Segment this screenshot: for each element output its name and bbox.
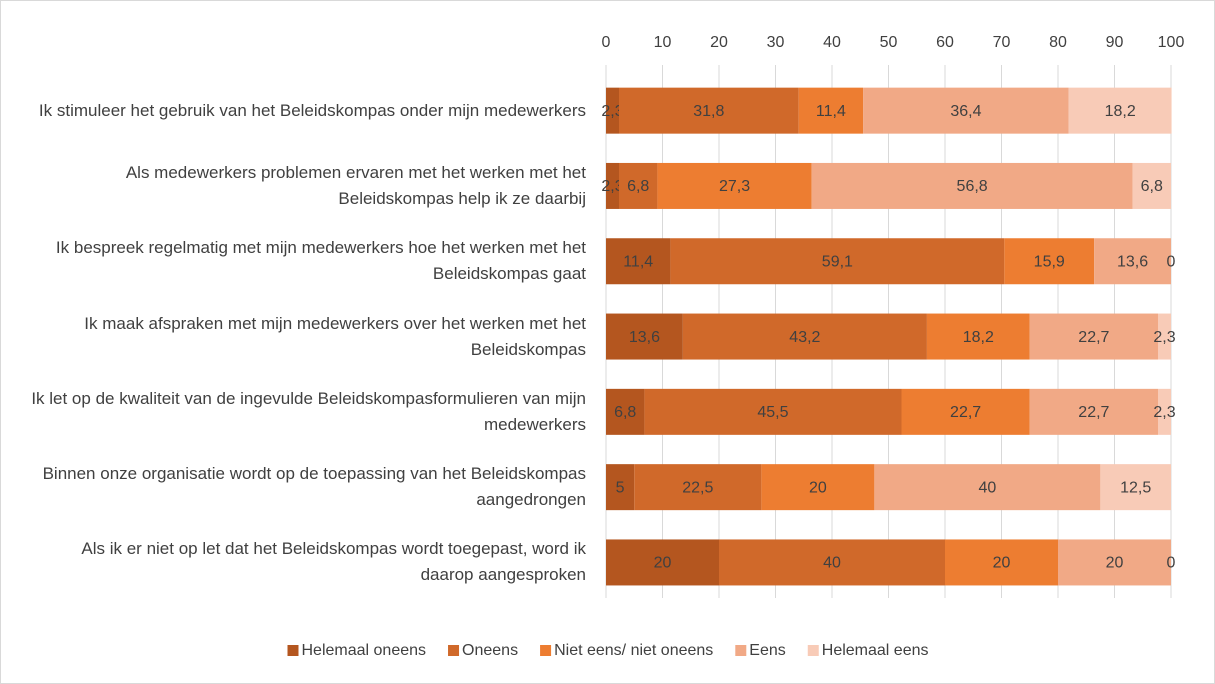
- data-label: 40: [978, 479, 996, 496]
- category-label: Ik stimuleer het gebruik van het Beleids…: [38, 100, 586, 120]
- bar-segment: [618, 162, 658, 209]
- legend-label: Eens: [749, 642, 785, 659]
- legend-swatch: [448, 645, 460, 656]
- x-tick-label: 80: [1049, 34, 1067, 51]
- bar-segment: [606, 162, 619, 209]
- category-label: Als medewerkers problemen ervaren met he…: [125, 162, 586, 208]
- legend-swatch: [807, 645, 819, 656]
- data-label: 18,2: [963, 329, 994, 346]
- bar-segment: [644, 388, 902, 435]
- x-tick-label: 40: [823, 34, 841, 51]
- bar-segment: [901, 388, 1030, 435]
- bar-segment: [863, 87, 1069, 134]
- data-label: 56,8: [957, 178, 988, 195]
- data-label: 0: [1167, 555, 1176, 572]
- data-label: 22,5: [682, 479, 713, 496]
- bar-segment: [606, 313, 683, 360]
- bar-segment: [657, 162, 812, 209]
- bar-segment: [618, 87, 799, 134]
- legend-swatch: [540, 645, 552, 656]
- bar-segment: [682, 313, 927, 360]
- bar-segment: [606, 464, 635, 511]
- bar-segment: [1100, 464, 1171, 511]
- data-label: 20: [654, 555, 672, 572]
- data-label: 18,2: [1105, 103, 1136, 120]
- legend-label: Oneens: [462, 642, 518, 659]
- data-label: 20: [1106, 555, 1124, 572]
- bar-segment: [1094, 238, 1171, 285]
- data-label: 22,7: [1078, 329, 1109, 346]
- category-label: Binnen onze organisatie wordt op de toep…: [42, 464, 586, 510]
- bar-segment: [634, 464, 762, 511]
- data-label: 2,3: [1153, 329, 1175, 346]
- legend-swatch: [287, 645, 299, 656]
- data-label: 2,3: [601, 178, 623, 195]
- x-tick-label: 20: [710, 34, 728, 51]
- data-label: 59,1: [822, 253, 853, 270]
- x-tick-label: 90: [1106, 34, 1124, 51]
- bar-segment: [798, 87, 864, 134]
- legend-label: Helemaal eens: [822, 642, 929, 659]
- bar-segment: [1132, 162, 1171, 209]
- data-label: 45,5: [757, 404, 788, 421]
- bar-segment: [874, 464, 1101, 511]
- data-label: 36,4: [950, 103, 981, 120]
- bar-segment: [670, 238, 1005, 285]
- bar-segment: [1158, 388, 1171, 435]
- bar-segment: [606, 388, 645, 435]
- data-label: 11,4: [816, 103, 846, 120]
- data-label: 40: [823, 555, 841, 572]
- bar-segment: [926, 313, 1030, 360]
- x-tick-label: 0: [602, 34, 611, 51]
- data-label: 13,6: [629, 329, 660, 346]
- x-tick-label: 60: [936, 34, 954, 51]
- data-label: 6,8: [1141, 178, 1163, 195]
- bar-segment: [1158, 313, 1171, 360]
- data-label: 22,7: [1078, 404, 1109, 421]
- bar-segment: [811, 162, 1133, 209]
- data-label: 0: [1167, 253, 1176, 270]
- data-label: 6,8: [614, 404, 636, 421]
- x-tick-label: 70: [993, 34, 1011, 51]
- legend-label: Helemaal oneens: [302, 642, 427, 659]
- x-tick-label: 30: [767, 34, 785, 51]
- bar-segment: [606, 539, 719, 586]
- data-label: 15,9: [1034, 253, 1065, 270]
- data-label: 13,6: [1117, 253, 1148, 270]
- x-tick-label: 50: [880, 34, 898, 51]
- bar-segment: [1058, 539, 1171, 586]
- data-label: 43,2: [789, 329, 820, 346]
- data-label: 31,8: [693, 103, 724, 120]
- bar-segment: [1029, 313, 1159, 360]
- data-label: 11,4: [623, 253, 653, 270]
- x-tick-label: 100: [1158, 34, 1185, 51]
- bar-segment: [945, 539, 1058, 586]
- data-label: 2,3: [601, 103, 623, 120]
- category-label: Ik maak afspraken met mijn medewerkers o…: [84, 313, 586, 359]
- bar-segment: [606, 87, 619, 134]
- bar-segment: [761, 464, 875, 511]
- x-tick-label: 10: [654, 34, 672, 51]
- bar-segment: [1068, 87, 1172, 134]
- bar-segment: [1029, 388, 1159, 435]
- category-label: Als ik er niet op let dat het Beleidskom…: [81, 539, 586, 585]
- data-label: 20: [993, 555, 1011, 572]
- data-label: 22,7: [950, 404, 981, 421]
- data-label: 20: [809, 479, 827, 496]
- data-label: 6,8: [627, 178, 649, 195]
- data-label: 27,3: [719, 178, 750, 195]
- bar-segment: [606, 238, 671, 285]
- data-label: 12,5: [1120, 479, 1151, 496]
- bar-segment: [719, 539, 945, 586]
- category-label: Ik let op de kwaliteit van de ingevulde …: [31, 388, 586, 434]
- bar-segment: [1004, 238, 1095, 285]
- category-label: Ik bespreek regelmatig met mijn medewerk…: [55, 238, 586, 284]
- legend-label: Niet eens/ niet oneens: [554, 642, 713, 659]
- data-label: 5: [616, 479, 625, 496]
- legend-swatch: [735, 645, 747, 656]
- data-label: 2,3: [1153, 404, 1175, 421]
